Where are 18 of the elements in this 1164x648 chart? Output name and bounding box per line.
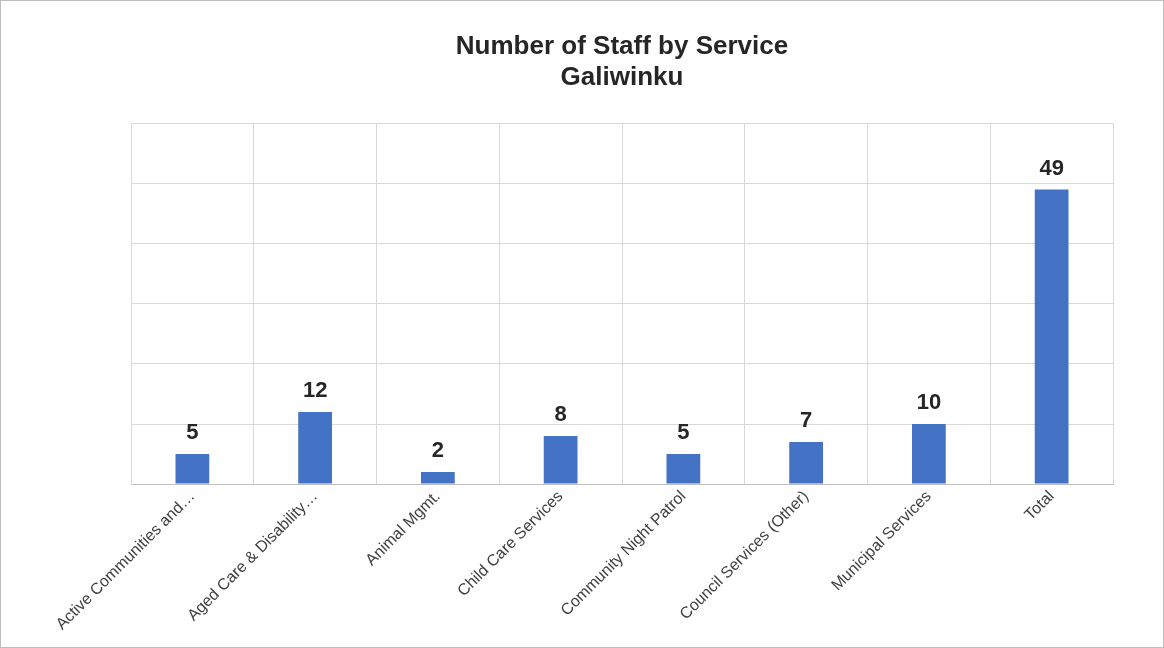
data-label: 10 [916, 389, 942, 415]
data-label: 8 [554, 401, 567, 427]
data-label: 7 [800, 407, 813, 433]
data-label: 2 [431, 437, 444, 463]
bar [298, 411, 332, 484]
bar [789, 442, 823, 484]
bar [175, 454, 210, 484]
chart-title: Number of Staff by Service [455, 29, 789, 60]
data-label: 49 [1039, 154, 1064, 180]
bar [666, 454, 701, 484]
bar [543, 436, 578, 484]
data-label: 5 [186, 419, 199, 445]
bar [1034, 189, 1069, 484]
data-label: 5 [677, 419, 690, 445]
bar [912, 424, 946, 484]
data-label: 12 [302, 377, 328, 403]
bar [421, 472, 455, 484]
chart-subtitle: Galiwinku [560, 60, 684, 91]
